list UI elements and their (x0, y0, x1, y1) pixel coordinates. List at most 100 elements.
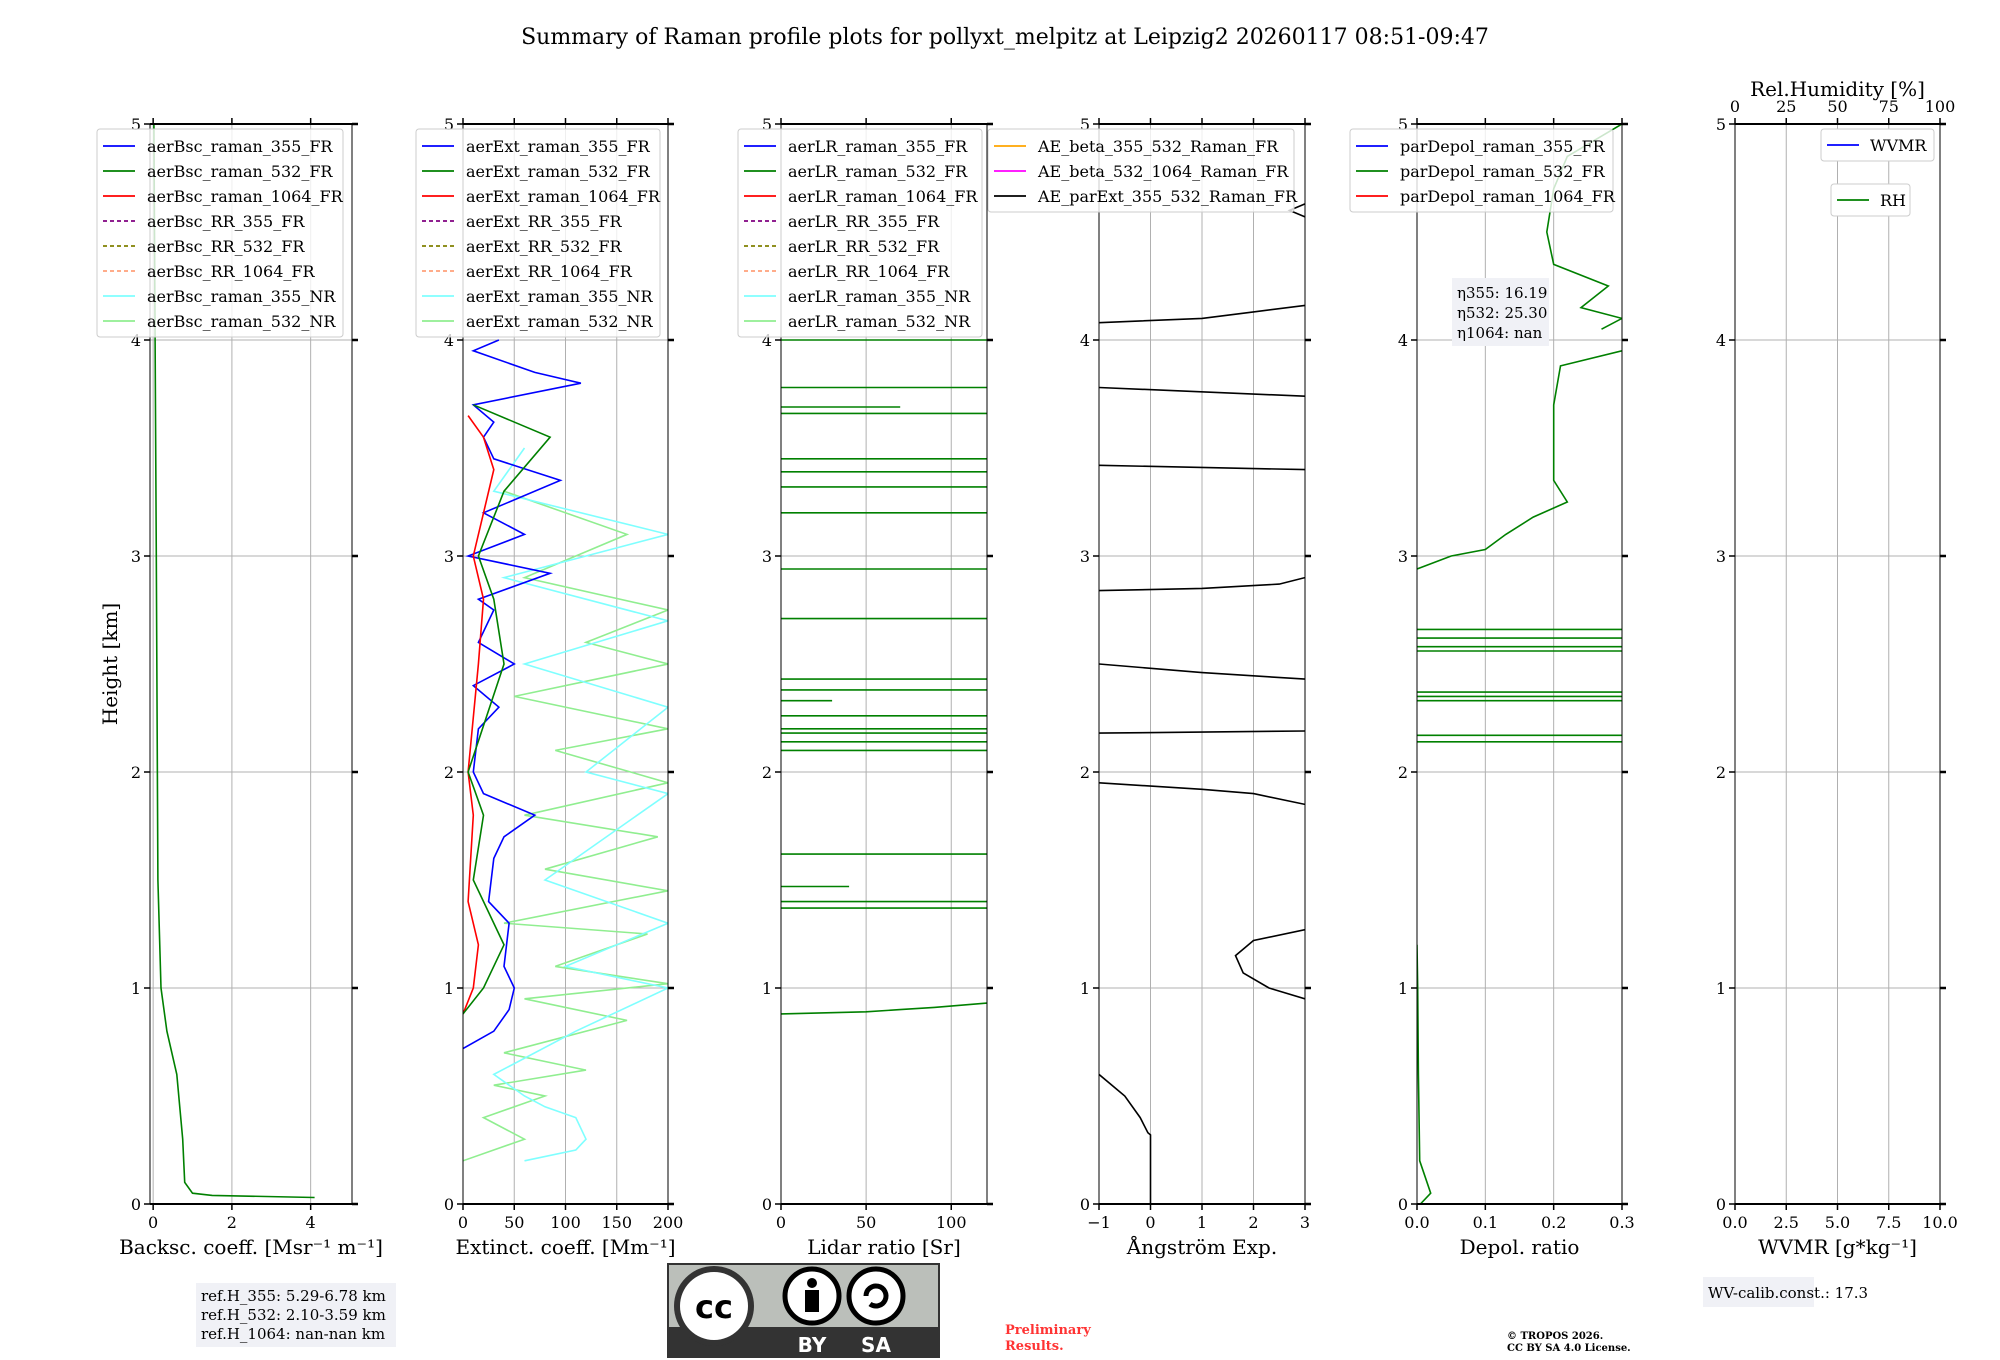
x-tick-label: 100 (550, 1213, 581, 1232)
legend-label: AE_beta_532_1064_Raman_FR (1037, 162, 1289, 181)
x-axis-label: Backsc. coeff. [Msr⁻¹ m⁻¹] (119, 1235, 383, 1259)
legend-label: aerLR_RR_1064_FR (788, 262, 950, 281)
y-tick-label: 3 (1080, 547, 1090, 566)
y-tick-label: 5 (762, 115, 772, 134)
y-tick-label: 1 (762, 979, 772, 998)
legend-label: aerBsc_RR_1064_FR (147, 262, 316, 281)
y-tick-label: 1 (1398, 979, 1408, 998)
legend-label: aerBsc_raman_532_NR (147, 312, 336, 331)
x-tick-label: 2 (227, 1213, 237, 1232)
cc-by-sa-badge: cc BY SA (667, 1263, 940, 1358)
x-tick-label: 5.0 (1825, 1213, 1850, 1232)
y-tick-label: 1 (131, 979, 141, 998)
y-tick-label: 0 (1398, 1195, 1408, 1214)
legend-label: aerLR_raman_355_NR (788, 287, 971, 306)
y-tick-label: 4 (1080, 331, 1090, 350)
legend: AE_beta_355_532_Raman_FR AE_beta_532_1064… (987, 128, 1298, 213)
y-tick-label: 3 (1398, 547, 1408, 566)
y-tick-label: 4 (1716, 331, 1726, 350)
legend-label: AE_parExt_355_532_Raman_FR (1037, 187, 1298, 206)
x-axis-label: Ångström Exp. (1126, 1234, 1277, 1259)
reference-height-box: ref.H_355: 5.29-6.78 km ref.H_532: 2.10-… (196, 1283, 396, 1347)
x-tick-label: 4 (306, 1213, 316, 1232)
legend-label: aerBsc_raman_1064_FR (147, 187, 344, 206)
x-axis-label: Lidar ratio [Sr] (807, 1235, 961, 1259)
legend: aerLR_raman_355_FR aerLR_raman_532_FR aerL… (737, 128, 983, 338)
series-line-aerLR_raman_532_FR (781, 1002, 987, 1015)
legend-label: aerLR_raman_1064_FR (788, 187, 978, 206)
x-tick-label: 0 (776, 1213, 786, 1232)
legend-label: aerLR_raman_355_FR (788, 137, 968, 156)
x-axis-label: Depol. ratio (1460, 1235, 1580, 1259)
legend-box (415, 128, 661, 338)
y-tick-label: 0 (1716, 1195, 1726, 1214)
copyright-line2: CC BY SA 4.0 License. (1507, 1343, 1631, 1354)
legend-label: aerLR_raman_532_NR (788, 312, 971, 331)
wv-calib-box: WV-calib.const.: 17.3 (1703, 1277, 1868, 1307)
series-line-parDepol_raman_532_FR (1417, 944, 1432, 1204)
series-line-AE_parExt_355_532_Raman_FR (1099, 304, 1305, 324)
legend-box-rh (1830, 183, 1911, 217)
legend-box-wvmr (1820, 128, 1935, 162)
legend-label: AE_beta_355_532_Raman_FR (1037, 137, 1279, 156)
x-tick-label: 0.1 (1473, 1213, 1498, 1232)
series-line-parDepol_raman_532_FR (1417, 350, 1622, 570)
legend-label: parDepol_raman_355_FR (1400, 137, 1606, 156)
y-tick-label: 3 (1716, 547, 1726, 566)
legend-label: RH (1880, 191, 1906, 210)
series-line-aerExt_raman_532_NR (463, 490, 668, 1162)
x-tick-label: 0.3 (1609, 1213, 1634, 1232)
x-tick-label: 3 (1300, 1213, 1310, 1232)
x-axis-label: WVMR [g*kg⁻¹] (1758, 1235, 1917, 1259)
y-tick-label: 1 (1080, 979, 1090, 998)
legend-label: aerExt_RR_1064_FR (466, 262, 633, 281)
y-tick-label: 4 (1398, 331, 1408, 350)
legend-box (1349, 128, 1614, 213)
y-tick-label: 4 (444, 331, 454, 350)
eta-532: η532: 25.30 (1457, 304, 1547, 322)
top-x-tick-label: 75 (1879, 97, 1899, 116)
legend-label: aerLR_raman_532_FR (788, 162, 968, 181)
figure-title: Summary of Raman profile plots for polly… (521, 25, 1489, 50)
legend-box (737, 128, 983, 338)
legend-label: WVMR (1870, 136, 1927, 155)
y-tick-label: 2 (444, 763, 454, 782)
x-tick-label: −1 (1087, 1213, 1111, 1232)
panel-extinction: 0 50 100 150 200 0 1 2 3 4 5 Extinct. coeff. [Mm⁻¹]… (415, 115, 684, 1259)
eta-box: η355: 16.19 η532: 25.30 η1064: nan (1452, 278, 1549, 346)
panel-backscatter: 0 2 4 0 1 2 3 4 5 Backsc. coeff. [Msr⁻¹ m⁻¹] aerBs… (96, 115, 383, 1259)
y-tick-label: 4 (131, 331, 141, 350)
x-axis-label: Extinct. coeff. [Mm⁻¹] (455, 1235, 675, 1259)
preliminary-line1: Preliminary (1005, 1323, 1091, 1338)
panel-lidar-ratio: 0 50 100 0 1 2 3 4 5 Lidar ratio [Sr] aerLR_raman_… (737, 115, 993, 1259)
series-line-AE_parExt_355_532_Raman_FR (1099, 782, 1305, 806)
y-tick-label: 2 (131, 763, 141, 782)
legend-label: parDepol_raman_1064_FR (1400, 187, 1616, 206)
x-tick-label: 50 (504, 1213, 524, 1232)
x-tick-label: 0 (1145, 1213, 1155, 1232)
legend-label: aerExt_raman_1064_FR (466, 187, 661, 206)
y-tick-label: 3 (762, 547, 772, 566)
x-tick-label: 2.5 (1774, 1213, 1799, 1232)
y-tick-label: 0 (1080, 1195, 1090, 1214)
series-line-aerExt_raman_355_NR (492, 447, 668, 1162)
top-x-tick-label: 25 (1776, 97, 1796, 116)
y-tick-label: 2 (1398, 763, 1408, 782)
legend-label: aerBsc_raman_532_FR (147, 162, 333, 181)
y-tick-label: 2 (762, 763, 772, 782)
series-line-AE_parExt_355_532_Raman_FR (1099, 663, 1305, 680)
legend-box (96, 128, 344, 338)
legend: aerExt_raman_355_FR aerExt_raman_532_FRae… (415, 128, 661, 338)
legend-label: aerExt_RR_532_FR (466, 237, 623, 256)
y-tick-label: 1 (444, 979, 454, 998)
x-tick-label: 200 (653, 1213, 684, 1232)
legend-label: aerBsc_RR_532_FR (147, 237, 305, 256)
x-tick-label: 0 (148, 1213, 158, 1232)
top-x-axis-label: Rel.Humidity [%] (1750, 77, 1925, 101)
y-tick-label: 0 (131, 1195, 141, 1214)
legend-label: aerExt_raman_355_NR (466, 287, 654, 306)
top-x-tick-label: 100 (1925, 97, 1956, 116)
y-tick-label: 0 (762, 1195, 772, 1214)
